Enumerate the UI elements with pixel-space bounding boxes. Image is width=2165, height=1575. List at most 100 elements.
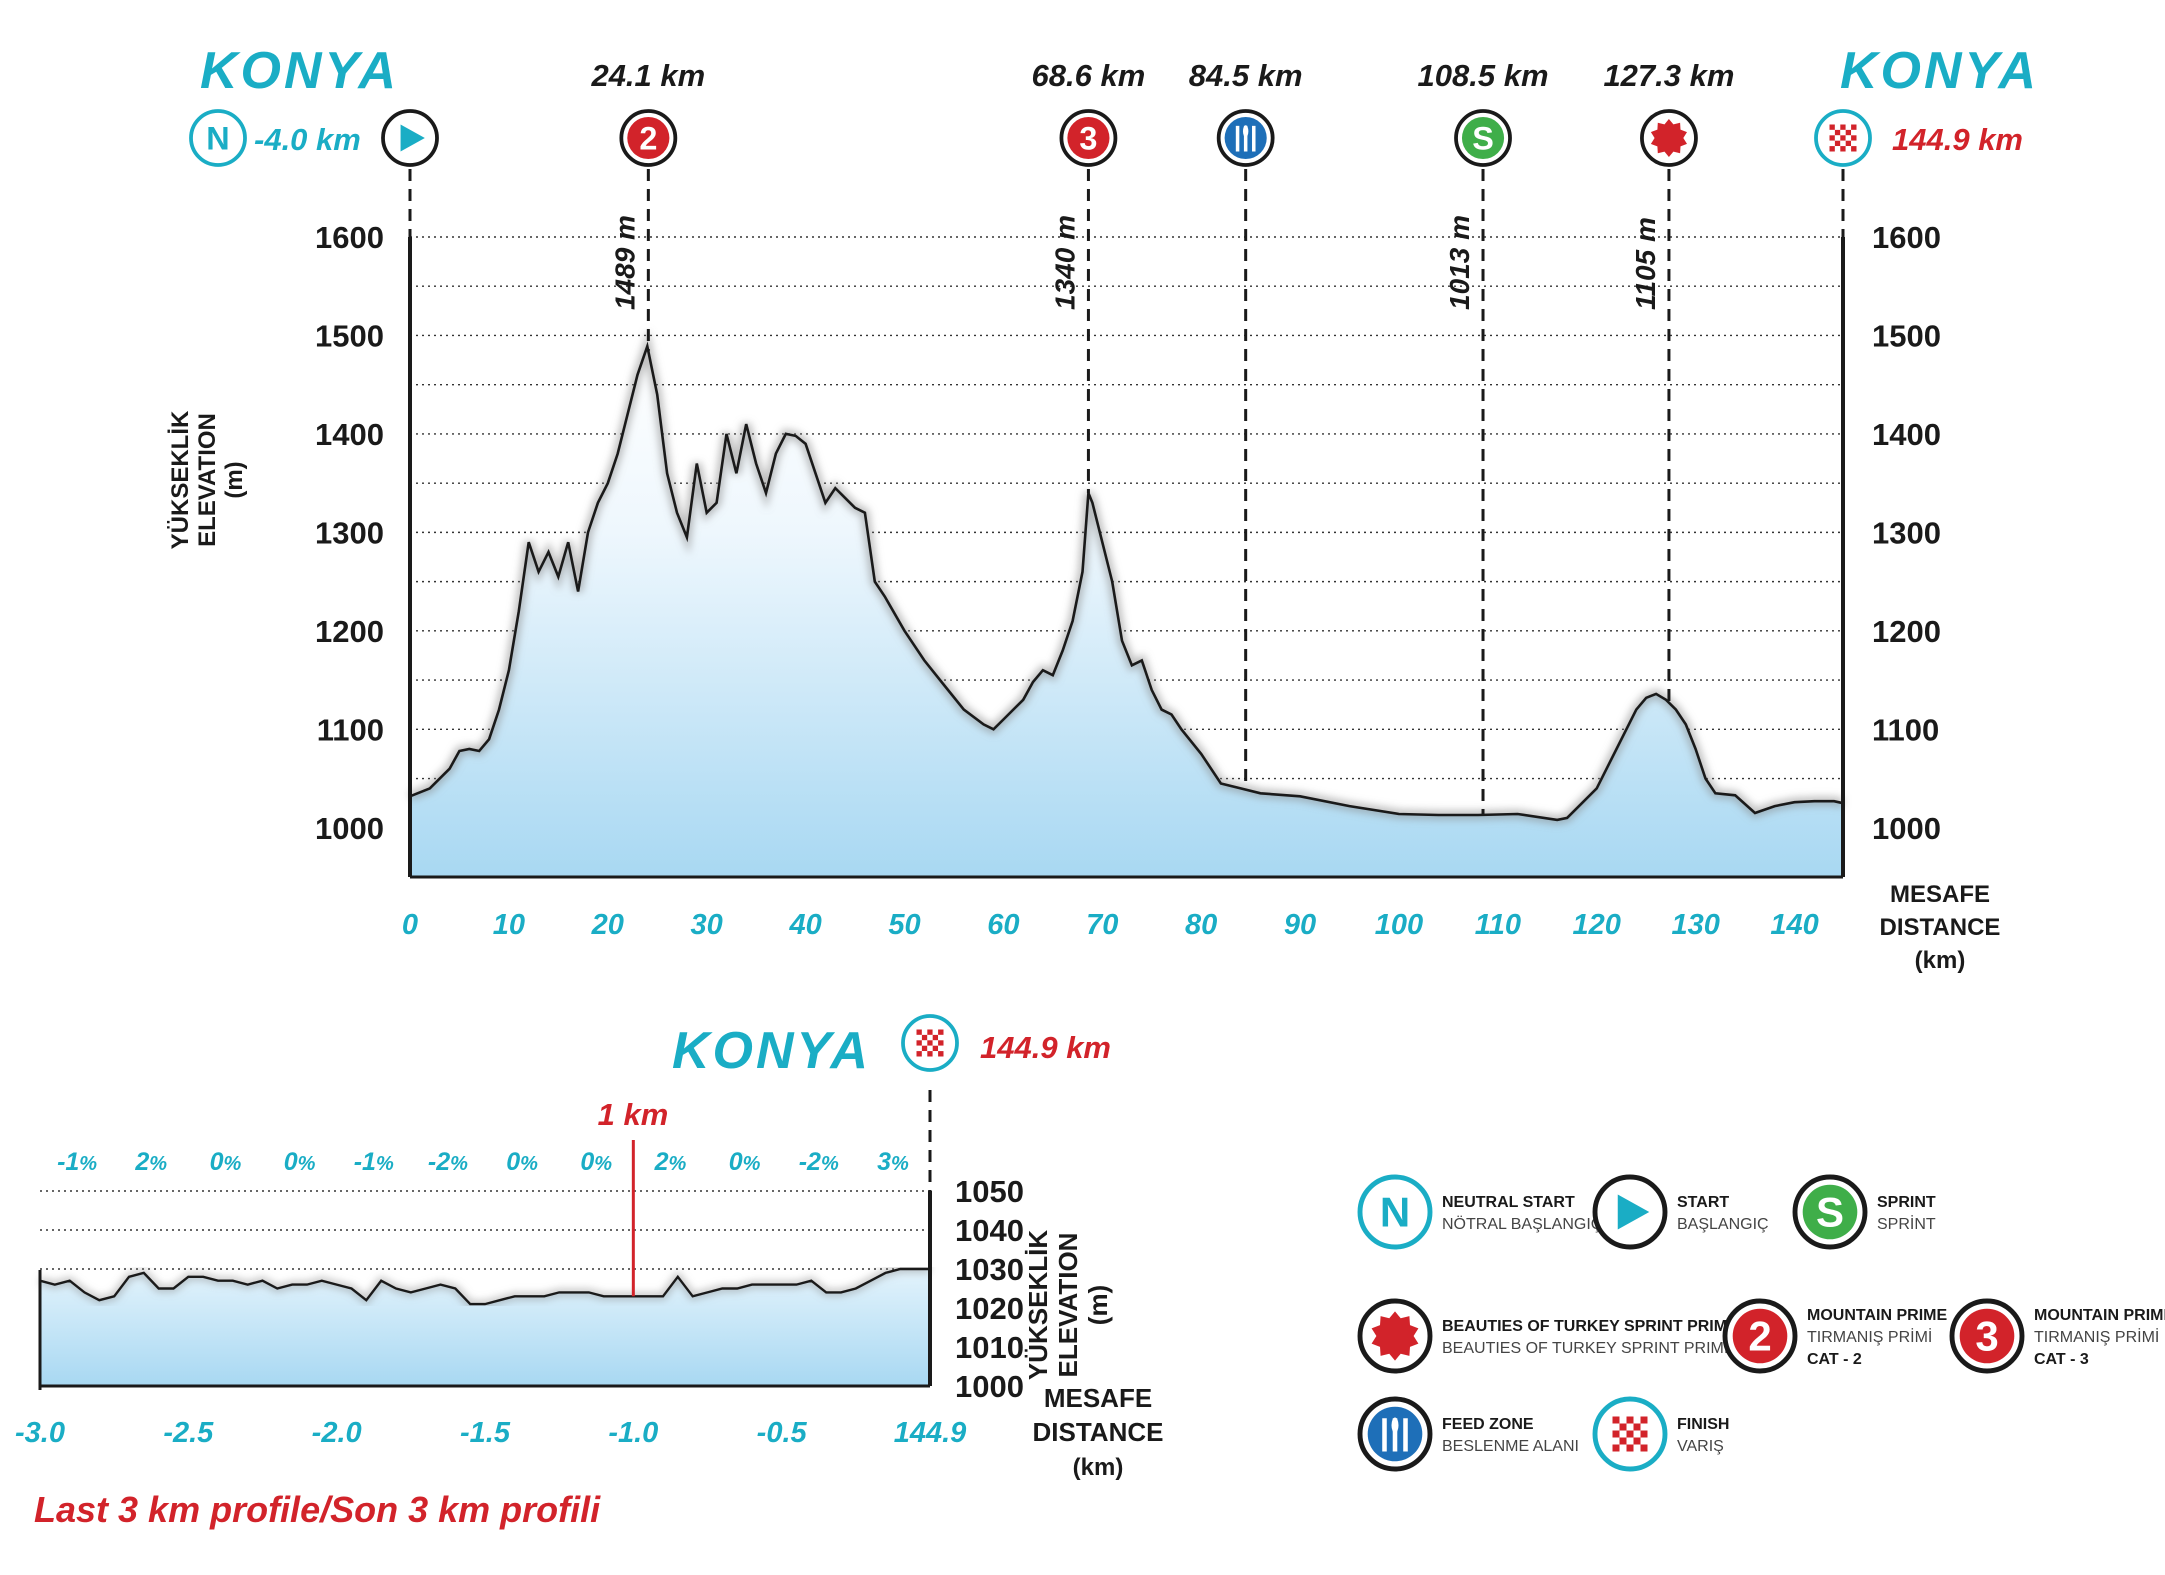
x-tick-label: -1.0: [608, 1417, 658, 1449]
gradient-label: 0%: [729, 1148, 761, 1176]
marker-km-label: 24.1 km: [590, 58, 705, 93]
svg-text:N: N: [206, 120, 229, 156]
y-tick-label: 1000: [1872, 811, 1941, 846]
last-3km-yticks: 1000 1010 1020 1030 1040 1050: [955, 1174, 1024, 1404]
y-tick-label: 1500: [1872, 318, 1941, 353]
svg-text:(km): (km): [1915, 947, 1966, 974]
x-tick-label: 140: [1770, 909, 1818, 941]
beauties-sprint-icon: [1357, 1298, 1433, 1374]
marker-neutral: N: [189, 109, 247, 167]
svg-text:S: S: [1472, 120, 1494, 156]
legend-subtitle: BEAUTIES OF TURKEY SPRINT PRIMI: [1442, 1340, 1728, 1357]
gradient-label: 3%: [877, 1148, 909, 1176]
last-3km-finish-km: 144.9 km: [980, 1030, 1111, 1065]
gradient-label: 2%: [134, 1148, 167, 1176]
gradient-label: -1%: [354, 1148, 394, 1176]
marker-feed: 84.5 km: [1189, 58, 1303, 790]
x-tick-label: 0: [402, 909, 418, 941]
legend-item: 3 MOUNTAIN PRIME TIRMANIŞ PRİMİ CAT - 3: [1949, 1298, 2165, 1374]
svg-text:DISTANCE: DISTANCE: [1033, 1417, 1164, 1447]
finish-city-label: KONYA: [1840, 42, 2039, 100]
main-yticks-right: 1000 1100 1200 1300 1400 1500 1600: [1872, 220, 1941, 846]
legend-item: N NEUTRAL START NÖTRAL BAŞLANGIÇ: [1357, 1174, 1602, 1250]
y-tick-label: 1200: [1872, 614, 1941, 649]
y-tick-label: 1050: [955, 1174, 1024, 1209]
beauties-sprint-icon: [1640, 109, 1698, 167]
marker-km-label: 127.3 km: [1603, 58, 1734, 93]
marker-altitude-label: 1105 m: [1630, 217, 1661, 310]
legend-item: BEAUTIES OF TURKEY SPRINT PRIME BEAUTIES …: [1357, 1298, 1738, 1374]
marker-km-label: 84.5 km: [1189, 58, 1303, 93]
legend-item: START BAŞLANGIÇ: [1592, 1174, 1769, 1250]
y-tick-label: 1040: [955, 1213, 1024, 1248]
last-3km-chart: 1000 1010 1020 1030 1040 1050 -3.0 -2.5 -2.0 -1.…: [15, 1090, 1024, 1449]
gradient-label: 0%: [580, 1148, 612, 1176]
finish-icon: [1814, 109, 1872, 167]
x-tick-label: 120: [1573, 909, 1621, 941]
last-3km-fill: [40, 1269, 930, 1386]
legend-subtitle: TIRMANIŞ PRİMİ: [2034, 1327, 2159, 1346]
legend-category: CAT - 2: [1807, 1351, 1862, 1368]
y-tick-label: 1600: [1872, 220, 1941, 255]
legend-item: FINISH VARIŞ: [1592, 1396, 1729, 1472]
sprint-icon: S: [1792, 1174, 1868, 1250]
marker-kom3: 3 68.6 km 1340 m: [1032, 58, 1145, 493]
svg-text:3: 3: [1079, 120, 1097, 156]
last-3km-city-label: KONYA: [672, 1022, 871, 1080]
x-tick-label: 40: [788, 909, 821, 941]
finish-icon: [901, 1014, 959, 1072]
y-tick-label: 1200: [315, 614, 384, 649]
last-3km-axes: [38, 1090, 932, 1390]
gradient-label: 0%: [506, 1148, 538, 1176]
x-tick-label: 130: [1671, 909, 1719, 941]
start-icon: [381, 109, 439, 167]
x-tick-label: 100: [1375, 909, 1423, 941]
svg-text:YÜKSEKLİKELEVATION(m): YÜKSEKLİKELEVATION(m): [1023, 1230, 1113, 1380]
legend-title: MOUNTAIN PRIME: [1807, 1307, 1947, 1324]
x-tick-label: 90: [1284, 909, 1316, 941]
y-tick-label: 1400: [1872, 417, 1941, 452]
last-3km-caption: Last 3 km profile/Son 3 km profili: [34, 1489, 601, 1530]
elevation-fill: [410, 346, 1843, 877]
x-tick-label: 10: [493, 909, 525, 941]
legend-subtitle: VARIŞ: [1677, 1438, 1724, 1455]
gradient-label: -2%: [799, 1148, 839, 1176]
svg-text:MESAFE: MESAFE: [1890, 881, 1990, 908]
legend-subtitle: SPRİNT: [1877, 1214, 1936, 1233]
y-tick-label: 1300: [315, 515, 384, 550]
mountain-prime-cat3-icon: 3: [1949, 1298, 2025, 1374]
x-tick-label: 50: [888, 909, 920, 941]
marker-altitude-label: 1489 m: [609, 215, 640, 310]
y-tick-label: 1100: [317, 712, 384, 747]
svg-text:MESAFE: MESAFE: [1044, 1383, 1152, 1413]
x-tick-label: 20: [591, 909, 624, 941]
finish-icon: [901, 1014, 959, 1072]
marker-kom2: 2 24.1 km 1489 m: [590, 58, 705, 352]
y-tick-label: 1500: [315, 318, 384, 353]
legend-item: 2 MOUNTAIN PRIME TIRMANIŞ PRİMİ CAT - 2: [1722, 1298, 1947, 1374]
neutral-start-icon: N: [1357, 1174, 1433, 1250]
main-xticks: 0 10 20 30 40 50 60 70 80 90 100 110 120 130 140: [402, 909, 1819, 941]
marker-altitude-label: 1340 m: [1049, 215, 1080, 310]
svg-text:3: 3: [1975, 1313, 1998, 1360]
marker-km-label: 108.5 km: [1418, 58, 1549, 93]
svg-text:(km): (km): [1073, 1454, 1124, 1481]
start-icon: [1592, 1174, 1668, 1250]
y-tick-label: 1300: [1872, 515, 1941, 550]
gradient-label: 2%: [654, 1148, 687, 1176]
elevation-line: [409, 341, 1844, 822]
last-3km-line: [39, 1267, 930, 1306]
route-markers: N 2 24.1 km 1489 m 3 68.6 km 1340 m 84.5 km S 108…: [189, 58, 1872, 815]
x-tick-label: 110: [1475, 909, 1521, 941]
y-tick-label: 1000: [955, 1369, 1024, 1404]
legend-item: S SPRINT SPRİNT: [1792, 1174, 1936, 1250]
gradient-label: -1%: [57, 1148, 97, 1176]
x-tick-label: -2.0: [312, 1417, 362, 1449]
feed-zone-icon: [1216, 109, 1275, 167]
legend-subtitle: NÖTRAL BAŞLANGIÇ: [1442, 1215, 1602, 1233]
last-3km-x-axis-title: MESAFE DISTANCE (km): [1033, 1383, 1164, 1481]
neutral-km-label: -4.0 km: [254, 122, 361, 157]
legend-category: CAT - 3: [2034, 1351, 2089, 1368]
svg-text:YÜKSEKLİKELEVATION(m): YÜKSEKLİKELEVATION(m): [167, 410, 248, 549]
